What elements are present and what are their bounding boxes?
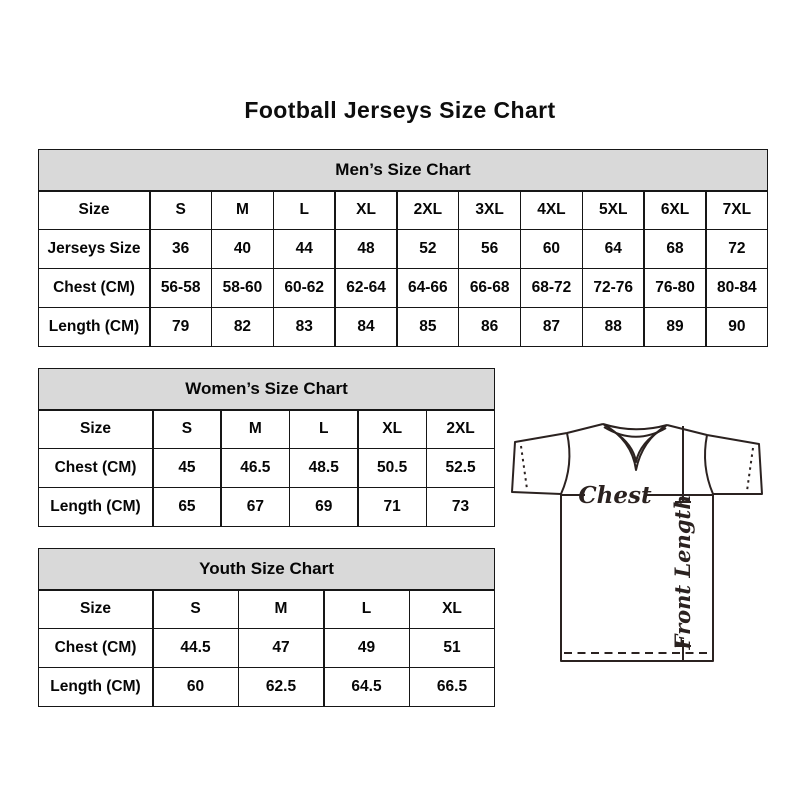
table-title: Men’s Size Chart xyxy=(39,150,767,190)
size-column-header-cell: L xyxy=(290,410,358,448)
row-label-cell: Length (CM) xyxy=(39,308,149,346)
left-armhole-seam xyxy=(560,432,571,495)
left-shoulder-line xyxy=(566,423,604,434)
value-cell: 52.5 xyxy=(427,449,494,487)
value-cell: 60 xyxy=(153,668,238,706)
value-cell: 71 xyxy=(358,488,426,526)
value-cell: 62-64 xyxy=(335,269,397,307)
value-cell: 80-84 xyxy=(706,269,767,307)
value-cell: 62.5 xyxy=(239,668,323,706)
row-label-cell: Chest (CM) xyxy=(39,449,152,487)
size-column-header-cell: M xyxy=(239,590,323,628)
size-column-header-cell: S xyxy=(153,590,238,628)
value-cell: 40 xyxy=(212,230,273,268)
value-cell: 66-68 xyxy=(459,269,520,307)
womens-size-table: Women’s Size Chart Size S M L XL 2XL Chest (CM)… xyxy=(38,368,495,527)
value-cell: 45 xyxy=(153,449,221,487)
page-title: Football Jerseys Size Chart xyxy=(244,97,556,123)
value-cell: 48 xyxy=(335,230,397,268)
size-column-header-cell: L xyxy=(324,590,409,628)
row-label-cell: Length (CM) xyxy=(39,668,152,706)
size-header-label-cell: Size xyxy=(39,410,152,448)
value-cell: 68-72 xyxy=(521,269,582,307)
size-header-label-cell: Size xyxy=(39,590,152,628)
row-label-cell: Jerseys Size xyxy=(39,230,149,268)
value-cell: 85 xyxy=(397,308,458,346)
row-label-cell: Chest (CM) xyxy=(39,269,149,307)
left-cuff-stitch-line xyxy=(520,445,528,490)
value-cell: 47 xyxy=(239,629,323,667)
jersey-measurement-diagram: Chest Front Length xyxy=(511,423,763,662)
value-cell: 46.5 xyxy=(221,449,289,487)
value-cell: 83 xyxy=(274,308,335,346)
value-cell: 72 xyxy=(706,230,767,268)
size-column-header-cell: 6XL xyxy=(644,191,706,229)
size-column-header-cell: M xyxy=(221,410,289,448)
size-column-header-cell: L xyxy=(274,191,335,229)
value-cell: 79 xyxy=(150,308,211,346)
value-cell: 86 xyxy=(459,308,520,346)
body-outline xyxy=(560,494,714,662)
size-column-header-cell: S xyxy=(150,191,211,229)
value-cell: 48.5 xyxy=(290,449,358,487)
value-cell: 52 xyxy=(397,230,458,268)
value-cell: 72-76 xyxy=(583,269,644,307)
value-cell: 49 xyxy=(324,629,409,667)
value-cell: 56 xyxy=(459,230,520,268)
collar-back-arc xyxy=(602,423,668,431)
value-cell: 67 xyxy=(221,488,289,526)
right-armhole-seam xyxy=(704,434,714,495)
size-column-header-cell: 3XL xyxy=(459,191,520,229)
row-label-cell: Length (CM) xyxy=(39,488,152,526)
size-column-header-cell: 7XL xyxy=(706,191,767,229)
size-column-header-cell: XL xyxy=(410,590,494,628)
right-sleeve-outline xyxy=(706,434,763,495)
size-column-header-cell: S xyxy=(153,410,221,448)
value-cell: 90 xyxy=(706,308,767,346)
value-cell: 87 xyxy=(521,308,582,346)
row-label-cell: Chest (CM) xyxy=(39,629,152,667)
size-column-header-cell: M xyxy=(212,191,273,229)
value-cell: 60-62 xyxy=(274,269,335,307)
size-column-header-cell: 5XL xyxy=(583,191,644,229)
value-cell: 64-66 xyxy=(397,269,458,307)
chest-label: Chest xyxy=(578,482,652,509)
youth-size-table: Youth Size Chart Size S M L XL Chest (CM) 44.5 4… xyxy=(38,548,495,707)
size-column-header-cell: XL xyxy=(358,410,426,448)
value-cell: 36 xyxy=(150,230,211,268)
right-shoulder-line xyxy=(666,424,708,436)
front-length-label: Front Length xyxy=(670,495,695,651)
size-column-header-cell: 4XL xyxy=(521,191,582,229)
table-title: Women’s Size Chart xyxy=(39,369,494,409)
value-cell: 66.5 xyxy=(410,668,494,706)
value-cell: 84 xyxy=(335,308,397,346)
value-cell: 64 xyxy=(583,230,644,268)
table-title: Youth Size Chart xyxy=(39,549,494,589)
size-column-header-cell: XL xyxy=(335,191,397,229)
value-cell: 88 xyxy=(583,308,644,346)
value-cell: 58-60 xyxy=(212,269,273,307)
size-header-label-cell: Size xyxy=(39,191,149,229)
value-cell: 76-80 xyxy=(644,269,706,307)
value-cell: 51 xyxy=(410,629,494,667)
value-cell: 69 xyxy=(290,488,358,526)
value-cell: 56-58 xyxy=(150,269,211,307)
value-cell: 50.5 xyxy=(358,449,426,487)
value-cell: 60 xyxy=(521,230,582,268)
size-column-header-cell: 2XL xyxy=(427,410,494,448)
value-cell: 65 xyxy=(153,488,221,526)
size-column-header-cell: 2XL xyxy=(397,191,458,229)
value-cell: 44 xyxy=(274,230,335,268)
value-cell: 64.5 xyxy=(324,668,409,706)
value-cell: 89 xyxy=(644,308,706,346)
left-sleeve-outline xyxy=(511,432,568,495)
vneck-inner xyxy=(607,427,664,463)
value-cell: 44.5 xyxy=(153,629,238,667)
value-cell: 82 xyxy=(212,308,273,346)
value-cell: 68 xyxy=(644,230,706,268)
value-cell: 73 xyxy=(427,488,494,526)
mens-size-table: Men’s Size Chart Size S M L XL 2XL 3XL 4XL 5XL 6XL… xyxy=(38,149,768,347)
right-cuff-stitch-line xyxy=(746,447,754,492)
